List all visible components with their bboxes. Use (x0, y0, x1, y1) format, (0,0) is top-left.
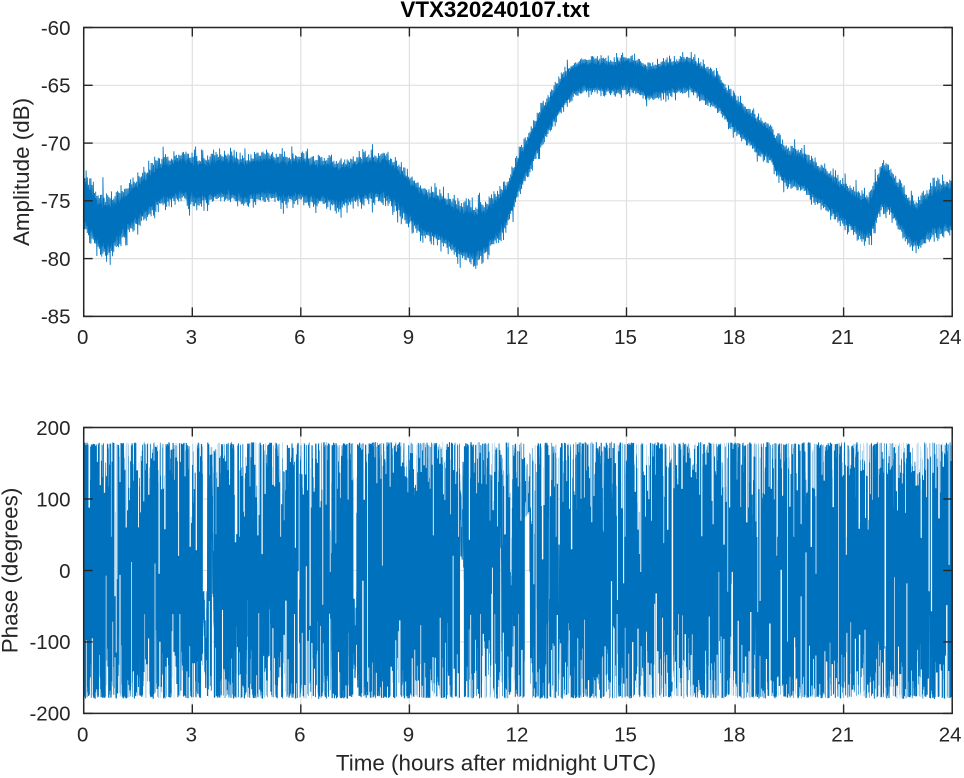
svg-text:6: 6 (294, 724, 305, 747)
svg-text:-85: -85 (41, 306, 71, 329)
svg-text:-200: -200 (29, 703, 70, 726)
svg-text:3: 3 (186, 724, 197, 747)
svg-text:100: 100 (36, 488, 70, 511)
svg-text:15: 15 (614, 724, 637, 747)
svg-text:Amplitude (dB): Amplitude (dB) (9, 98, 34, 246)
svg-text:24: 24 (939, 724, 962, 747)
svg-text:-70: -70 (41, 132, 71, 155)
svg-text:15: 15 (614, 326, 637, 349)
svg-text:0: 0 (59, 560, 70, 583)
svg-text:24: 24 (939, 326, 962, 349)
svg-text:Phase (degrees): Phase (degrees) (0, 488, 23, 654)
svg-text:18: 18 (723, 326, 746, 349)
svg-text:VTX320240107.txt: VTX320240107.txt (400, 0, 590, 22)
svg-text:-100: -100 (29, 631, 70, 654)
svg-text:-80: -80 (41, 248, 71, 271)
svg-text:18: 18 (723, 724, 746, 747)
svg-text:3: 3 (186, 326, 197, 349)
svg-text:6: 6 (294, 326, 305, 349)
svg-text:Time (hours after midnight UTC: Time (hours after midnight UTC) (336, 751, 656, 776)
svg-text:12: 12 (506, 326, 529, 349)
svg-text:0: 0 (77, 724, 88, 747)
svg-text:-75: -75 (41, 190, 71, 213)
svg-text:0: 0 (77, 326, 88, 349)
svg-text:12: 12 (506, 724, 529, 747)
svg-text:200: 200 (36, 417, 70, 440)
svg-text:21: 21 (831, 724, 854, 747)
svg-text:-60: -60 (41, 17, 71, 40)
svg-text:-65: -65 (41, 75, 71, 98)
svg-text:9: 9 (403, 326, 414, 349)
svg-text:9: 9 (403, 724, 414, 747)
svg-text:21: 21 (831, 326, 854, 349)
